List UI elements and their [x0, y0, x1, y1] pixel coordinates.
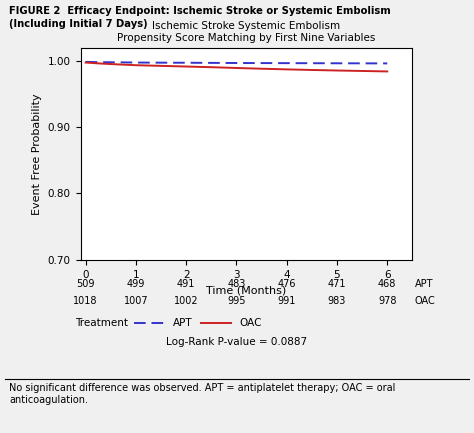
Text: Log-Rank P-value = 0.0887: Log-Rank P-value = 0.0887: [166, 337, 308, 347]
Text: 983: 983: [328, 296, 346, 306]
Text: 483: 483: [227, 278, 246, 289]
Text: APT: APT: [173, 317, 192, 328]
Text: 1007: 1007: [124, 296, 148, 306]
Text: Treatment: Treatment: [75, 317, 128, 328]
Text: 1002: 1002: [174, 296, 199, 306]
Y-axis label: Event Free Probability: Event Free Probability: [32, 93, 42, 214]
Text: 476: 476: [277, 278, 296, 289]
Text: 468: 468: [378, 278, 396, 289]
Text: 1018: 1018: [73, 296, 98, 306]
Text: OAC: OAC: [415, 296, 436, 306]
Title: Ischemic Stroke Systemic Embolism
Propensity Score Matching by First Nine Variab: Ischemic Stroke Systemic Embolism Propen…: [117, 21, 376, 43]
X-axis label: Time (Months): Time (Months): [206, 285, 287, 295]
Text: (Including Initial 7 Days): (Including Initial 7 Days): [9, 19, 148, 29]
Text: 509: 509: [76, 278, 95, 289]
Text: 499: 499: [127, 278, 145, 289]
Text: 491: 491: [177, 278, 195, 289]
Text: OAC: OAC: [239, 317, 262, 328]
Text: FIGURE 2  Efficacy Endpoint: Ischemic Stroke or Systemic Embolism: FIGURE 2 Efficacy Endpoint: Ischemic Str…: [9, 6, 391, 16]
Text: 978: 978: [378, 296, 396, 306]
Text: 991: 991: [277, 296, 296, 306]
Text: 471: 471: [328, 278, 346, 289]
Text: APT: APT: [415, 278, 433, 289]
Text: No significant difference was observed. APT = antiplatelet therapy; OAC = oral
a: No significant difference was observed. …: [9, 383, 396, 405]
Text: 995: 995: [227, 296, 246, 306]
